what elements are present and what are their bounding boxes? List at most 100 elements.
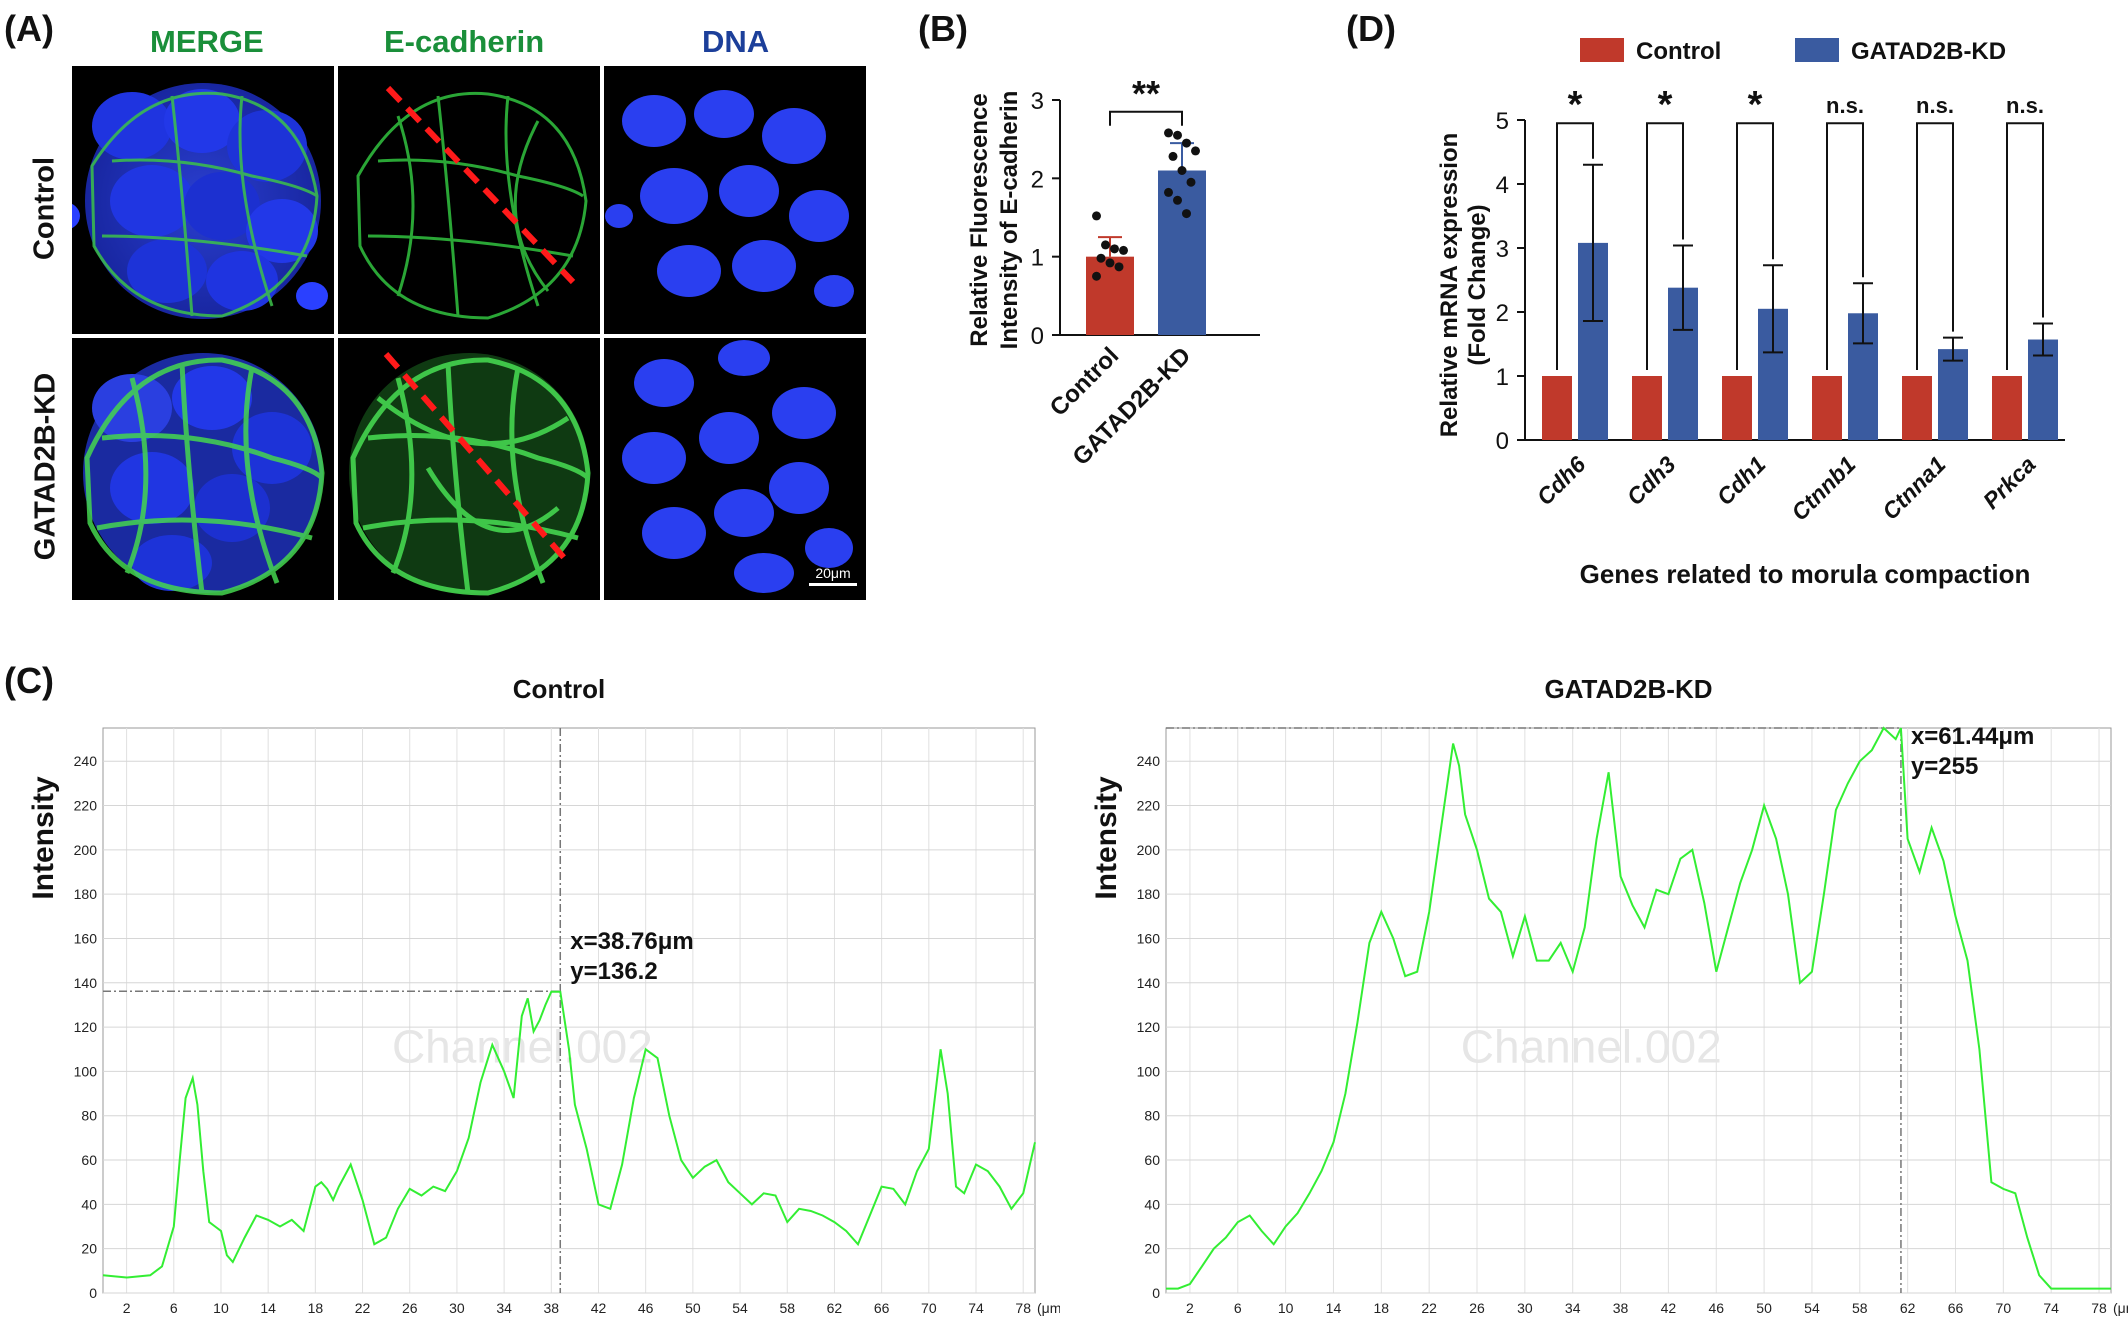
x-tick-label: 30 [449, 1300, 465, 1316]
bar-control-Ctnna1 [1902, 376, 1932, 440]
y-tick-label: 180 [74, 886, 98, 902]
x-tick-label: Cdh1 [1711, 451, 1770, 510]
x-tick-label: 22 [355, 1300, 371, 1316]
data-point [1191, 146, 1200, 156]
x-tick-label: 30 [1517, 1300, 1533, 1316]
chart-c-gatad2b: GATAD2B-KD2 6 10 14 18 22 26 30 34 38 42 46 50 54 58 62… [1090, 674, 2128, 1316]
y-tick-label: 4 [1496, 172, 1509, 199]
data-point [1182, 209, 1191, 219]
y-tick-label: 160 [1137, 930, 1161, 946]
y-tick-label: 200 [1137, 842, 1161, 858]
x-tick-label: 54 [1804, 1300, 1820, 1316]
data-point [1114, 262, 1124, 272]
y-axis-label: Relative mRNA expression (Fold Change) [1436, 133, 1491, 438]
x-tick-label: 58 [1852, 1300, 1868, 1316]
y-tick-label: 3 [1031, 88, 1044, 115]
line-profile-gatad2b [383, 352, 569, 562]
x-tick-label: Prkca [1978, 451, 2041, 514]
y-tick-label: 0 [1031, 323, 1044, 350]
x-tick-label: 6 [1234, 1300, 1242, 1316]
significance-bracket-Cdh6 [1556, 122, 1594, 370]
y-tick-label: 0 [89, 1285, 97, 1301]
y-tick-label: 2 [1031, 166, 1044, 193]
x-tick-label: Ctnna1 [1877, 451, 1951, 525]
plot-area [1165, 727, 2112, 1294]
data-point [1092, 211, 1101, 221]
y-tick-label: 0 [1496, 428, 1509, 455]
y-tick-label: 3 [1496, 236, 1509, 263]
x-tick-label: 6 [170, 1300, 178, 1316]
x-tick-label: 10 [1278, 1300, 1294, 1316]
cursor-label-x: x=61.44μm [1911, 723, 2034, 750]
chart-title: Control [513, 674, 605, 704]
x-tick-label: 70 [921, 1300, 937, 1316]
y-tick-label: 1 [1031, 245, 1044, 272]
image-gatad2b-dna: 20μm [604, 338, 866, 600]
significance-label-Prkca: n.s. [2006, 93, 2044, 118]
significance-label-Ctnna1: n.s. [1916, 93, 1954, 118]
significance-bracket [1109, 110, 1183, 126]
dna-embryo-gatad2b: 20μm [622, 340, 857, 593]
significance-bracket-Ctnnb1 [1826, 122, 1864, 370]
panel-label-a: (A) [4, 8, 54, 49]
significance-bracket-Prkca [2006, 122, 2044, 370]
y-tick-label: 5 [1496, 108, 1509, 135]
bar-control-Prkca [1992, 376, 2022, 440]
y-tick-label: 20 [81, 1241, 97, 1257]
legend-swatch-0 [1580, 38, 1624, 62]
bar-control-Cdh6 [1542, 376, 1572, 440]
legend-swatch-1 [1795, 38, 1839, 62]
y-tick-label: 0 [1152, 1285, 1160, 1301]
plot-area [102, 727, 1036, 1294]
x-tick-label: 18 [308, 1300, 324, 1316]
data-point [1173, 130, 1182, 140]
x-tick-label-group-Prkca: Prkca [1978, 451, 2041, 514]
x-tick-label: 38 [1613, 1300, 1629, 1316]
x-tick-label: 78 [1015, 1300, 1031, 1316]
cursor-label-y: y=255 [1911, 753, 1978, 780]
panel-label-c: (C) [4, 660, 54, 701]
data-point [1168, 151, 1178, 161]
y-tick-label: 140 [74, 975, 98, 991]
y-axis-label-group: Intensity [27, 776, 60, 900]
significance-label-Ctnnb1: n.s. [1826, 93, 1864, 118]
y-tick-label: 160 [74, 930, 98, 946]
image-control-merge [48, 66, 334, 334]
cursor-label-y: y=136.2 [570, 958, 657, 985]
bar-kd-Ctnna1 [1938, 349, 1968, 440]
x-tick-label: 78 [2091, 1300, 2107, 1316]
x-tick-label-group-Cdh6: Cdh6 [1531, 451, 1590, 510]
y-tick-label: 60 [1144, 1152, 1160, 1168]
x-tick-label: 2 [1186, 1300, 1194, 1316]
x-tick-label-group-Cdh1: Cdh1 [1711, 451, 1770, 510]
line-profile-control [385, 85, 576, 285]
y-tick-label: 200 [74, 842, 98, 858]
x-axis-label: Genes related to morula compaction [1580, 559, 2031, 589]
significance-bracket-Ctnna1 [1916, 122, 1954, 370]
x-unit-label: (μm) [1037, 1300, 1060, 1316]
y-tick-label: 140 [1137, 975, 1161, 991]
x-tick-label: 50 [685, 1300, 701, 1316]
dna-embryo-control [605, 90, 854, 307]
x-tick-label: 18 [1374, 1300, 1390, 1316]
y-tick-label: 220 [1137, 798, 1161, 814]
data-point [1110, 244, 1119, 254]
x-tick-label: 22 [1421, 1300, 1437, 1316]
image-control-dna [604, 66, 866, 334]
data-point [1186, 177, 1196, 187]
y-axis-label-line-0: Relative Fluorescence [966, 93, 993, 346]
image-gatad2b-ecadherin [338, 338, 600, 600]
y-axis-label: Intensity [1090, 776, 1123, 900]
legend-label-1: GATAD2B-KD [1851, 38, 2006, 65]
y-axis-label-group: Intensity [1090, 776, 1123, 900]
col-title-dna: DNA [702, 24, 770, 59]
y-tick-label: 80 [1144, 1108, 1160, 1124]
y-axis-label-line-0: Relative mRNA expression [1436, 133, 1463, 438]
y-tick-label: 60 [81, 1152, 97, 1168]
bar-0 [1086, 256, 1134, 335]
x-tick-label: 66 [874, 1300, 890, 1316]
x-tick-label: 62 [1900, 1300, 1916, 1316]
merge-embryo-control [48, 83, 328, 319]
y-tick-label: 240 [1137, 753, 1161, 769]
data-point [1164, 187, 1173, 197]
